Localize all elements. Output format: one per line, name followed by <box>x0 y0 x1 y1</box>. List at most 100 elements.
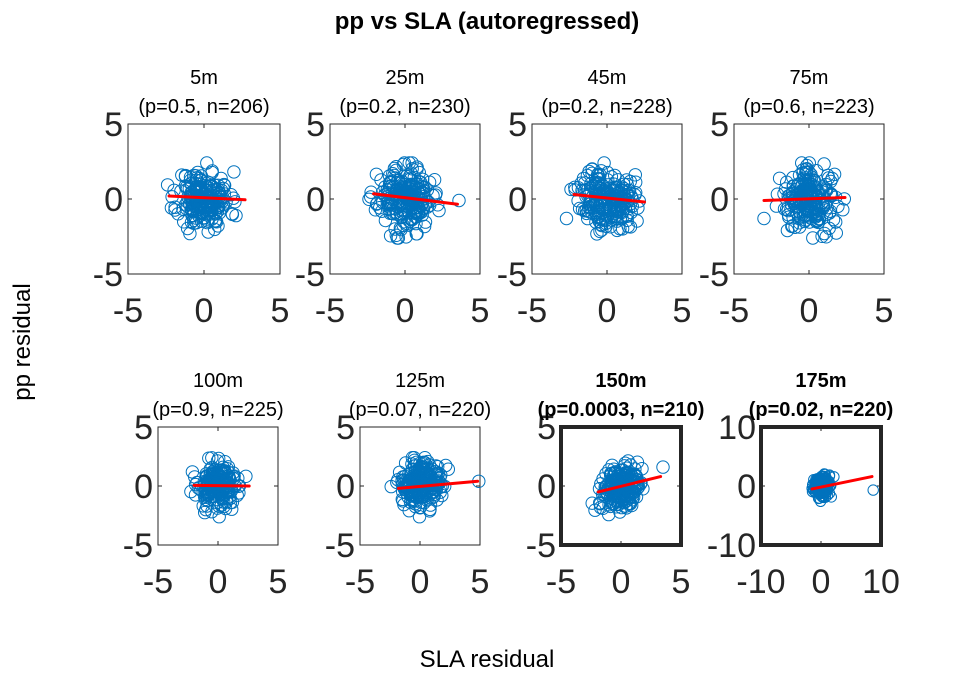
scatter-point <box>431 198 445 212</box>
scatter-point <box>416 202 431 216</box>
y-axis-label: pp residual <box>9 283 36 400</box>
scatter-point <box>413 501 427 515</box>
x-tick-label: -10 <box>736 563 785 601</box>
scatter-point <box>418 180 432 195</box>
scatter-point <box>867 484 879 496</box>
scatter-point <box>594 164 608 178</box>
scatter-point <box>364 185 378 199</box>
scatter-point <box>402 214 417 229</box>
scatter-point <box>611 173 625 187</box>
scatter-point <box>585 496 599 510</box>
scatter-point <box>183 226 197 241</box>
x-tick-label: 5 <box>471 292 490 330</box>
scatter-point <box>189 182 203 197</box>
y-tick-label: 0 <box>104 181 123 219</box>
subplot-subtitle: (p=0.07, n=220) <box>349 399 491 421</box>
scatter-point <box>574 176 588 190</box>
scatter-point <box>375 185 390 200</box>
subplot-subtitle: (p=0.2, n=228) <box>541 96 672 118</box>
scatter-point <box>362 192 376 207</box>
scatter-point <box>581 204 595 219</box>
subplot-title: 150m <box>595 370 646 392</box>
scatter-point <box>217 177 231 192</box>
scatter-point <box>826 212 841 227</box>
scatter-point <box>627 480 641 494</box>
y-tick-label: 5 <box>336 409 355 447</box>
y-tick-label: -5 <box>295 256 325 294</box>
scatter-point <box>412 510 427 524</box>
y-tick-label: -5 <box>325 527 355 565</box>
scatter-point <box>400 216 414 231</box>
scatter-point <box>806 231 820 245</box>
y-tick-label: 0 <box>336 468 355 506</box>
scatter-point <box>582 197 596 212</box>
subplot-subtitle: (p=0.9, n=225) <box>152 399 283 421</box>
y-tick-label: 5 <box>306 106 325 144</box>
subplot-title: 5m <box>190 67 218 89</box>
scatter-point <box>829 215 843 229</box>
scatter-point <box>375 204 389 218</box>
scatter-point <box>391 231 406 245</box>
subplot-4: -5 0 5 -5 0 5 75m (p=0.6, n=223) <box>699 67 894 330</box>
scatter-point <box>405 471 420 485</box>
scatter-point <box>602 463 616 477</box>
scatter-point <box>604 170 619 184</box>
scatter-point <box>630 455 645 469</box>
scatter-point <box>212 451 226 466</box>
scatter-point <box>656 460 670 474</box>
scatter-point <box>190 203 204 217</box>
x-tick-label: 5 <box>672 563 691 601</box>
scatter-point <box>405 162 419 176</box>
x-tick-label: 5 <box>471 563 490 601</box>
scatter-point <box>595 202 610 216</box>
y-tick-label: 5 <box>537 409 556 447</box>
scatter-point <box>624 468 638 482</box>
scatter-point <box>590 227 604 241</box>
scatter-point <box>410 227 424 241</box>
regression-line <box>167 194 247 202</box>
scatter-point <box>559 211 574 226</box>
subplot-7: -5 0 5 -5 0 5 150m (p=0.0003, n=210) <box>526 370 705 601</box>
y-tick-label: -5 <box>699 256 729 294</box>
scatter-point <box>591 172 606 187</box>
scatter-point <box>177 215 191 229</box>
y-tick-label: 0 <box>134 468 153 506</box>
scatter-point <box>439 458 453 473</box>
regression-line <box>192 483 251 488</box>
scatter-point <box>815 229 829 244</box>
scatter-point <box>225 502 239 516</box>
scatter-point <box>168 200 182 214</box>
subplot-title: 25m <box>386 67 425 89</box>
scatter-point <box>427 173 442 187</box>
x-tick-label: -5 <box>546 563 576 601</box>
subplot-5: -5 0 5 -5 0 5 100m (p=0.9, n=225) <box>123 370 288 601</box>
scatter-point <box>168 203 182 217</box>
scatter-point <box>819 182 833 196</box>
scatter-point <box>398 186 413 200</box>
scatter-point <box>622 183 637 198</box>
scatter-point <box>202 451 216 465</box>
x-axis-label: SLA residual <box>420 646 555 673</box>
scatter-point <box>201 225 215 239</box>
scatter-point <box>620 173 634 187</box>
scatter-point <box>601 165 615 180</box>
scatter-point <box>396 494 410 508</box>
scatter-point <box>382 169 397 183</box>
scatter-point <box>819 230 833 244</box>
scatter-point <box>819 483 832 495</box>
subplot-6: -5 0 5 -5 0 5 125m (p=0.07, n=220) <box>325 370 491 601</box>
y-tick-label: 5 <box>104 106 123 144</box>
x-tick-label: 5 <box>875 292 894 330</box>
scatter-point <box>592 203 606 218</box>
scatter-point <box>197 490 212 504</box>
x-tick-label: -5 <box>315 292 345 330</box>
x-tick-label: 5 <box>269 563 288 601</box>
regression-line <box>810 475 874 491</box>
scatter-point <box>188 192 202 206</box>
scatter-point <box>373 201 387 215</box>
scatter-point <box>205 199 219 214</box>
scatter-point <box>383 229 398 243</box>
x-tick-label: -5 <box>113 292 143 330</box>
scatter-point <box>389 160 403 174</box>
scatter-point <box>589 187 603 201</box>
